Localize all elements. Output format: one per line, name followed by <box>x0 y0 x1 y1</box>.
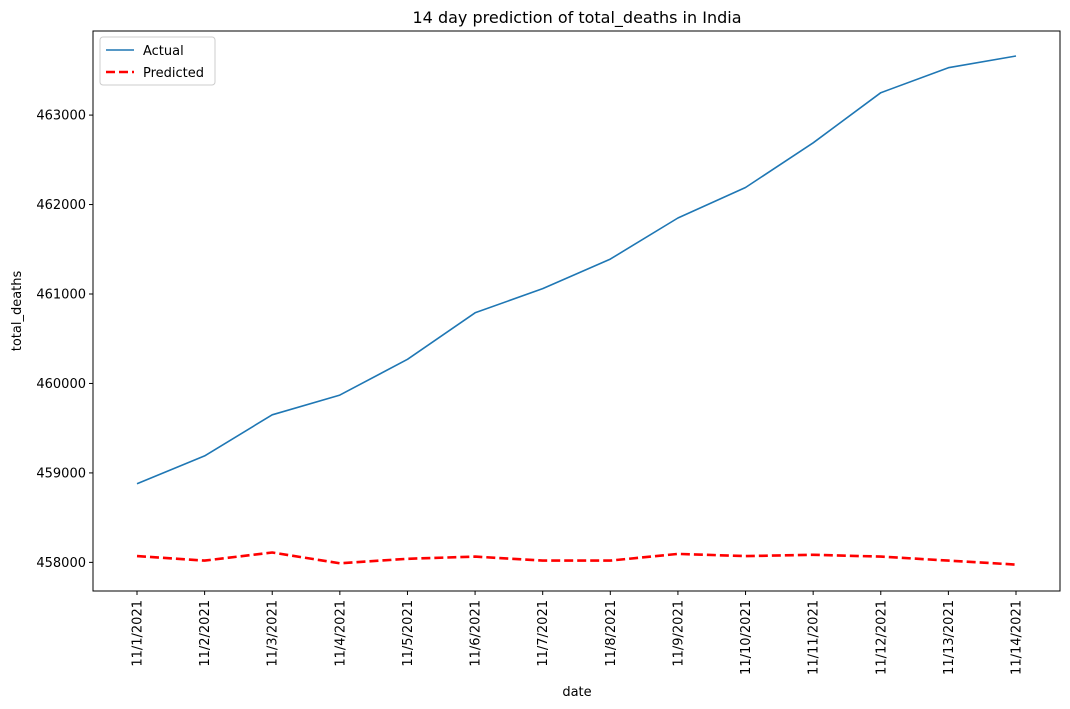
x-tick-label: 11/5/2021 <box>401 600 416 667</box>
series-line-predicted <box>136 551 1017 566</box>
x-tick-label: 11/13/2021 <box>942 600 957 675</box>
legend-label-actual: Actual <box>143 44 184 59</box>
x-axis: 11/1/2021 11/2/2021 11/3/2021 11/4/2021 11/5… <box>131 591 1025 675</box>
plot-frame <box>92 30 1061 592</box>
y-tick-label: 463000 <box>36 109 86 124</box>
x-tick-label: 11/3/2021 <box>266 600 281 667</box>
legend: Actual Predicted <box>99 36 216 86</box>
y-axis: 458000 459000 460000 461000 462000 463000 <box>36 109 93 571</box>
y-tick-label: 461000 <box>36 288 86 303</box>
y-tick-label: 462000 <box>36 198 86 213</box>
x-tick-label: 11/7/2021 <box>536 600 551 667</box>
y-tick-label: 458000 <box>36 556 86 571</box>
legend-box <box>99 36 216 86</box>
x-tick-label: 11/10/2021 <box>739 600 754 675</box>
series-line-actual <box>136 55 1017 485</box>
legend-label-predicted: Predicted <box>143 66 204 81</box>
y-tick-label: 460000 <box>36 377 86 392</box>
x-tick-label: 11/1/2021 <box>131 600 146 667</box>
x-tick-label: 11/14/2021 <box>1010 600 1025 675</box>
x-axis-title: date <box>562 685 591 700</box>
x-tick-label: 11/4/2021 <box>333 600 348 667</box>
y-tick-label: 459000 <box>36 466 86 481</box>
x-tick-label: 11/9/2021 <box>671 600 686 667</box>
x-tick-label: 11/11/2021 <box>807 600 822 675</box>
x-tick-label: 11/6/2021 <box>469 600 484 667</box>
x-tick-label: 11/2/2021 <box>198 600 213 667</box>
y-axis-title: total_deaths <box>10 271 25 352</box>
x-tick-label: 11/12/2021 <box>874 600 889 675</box>
series-layer <box>136 55 1017 566</box>
x-tick-label: 11/8/2021 <box>604 600 619 667</box>
chart-title: 14 day prediction of total_deaths in Ind… <box>413 8 742 28</box>
